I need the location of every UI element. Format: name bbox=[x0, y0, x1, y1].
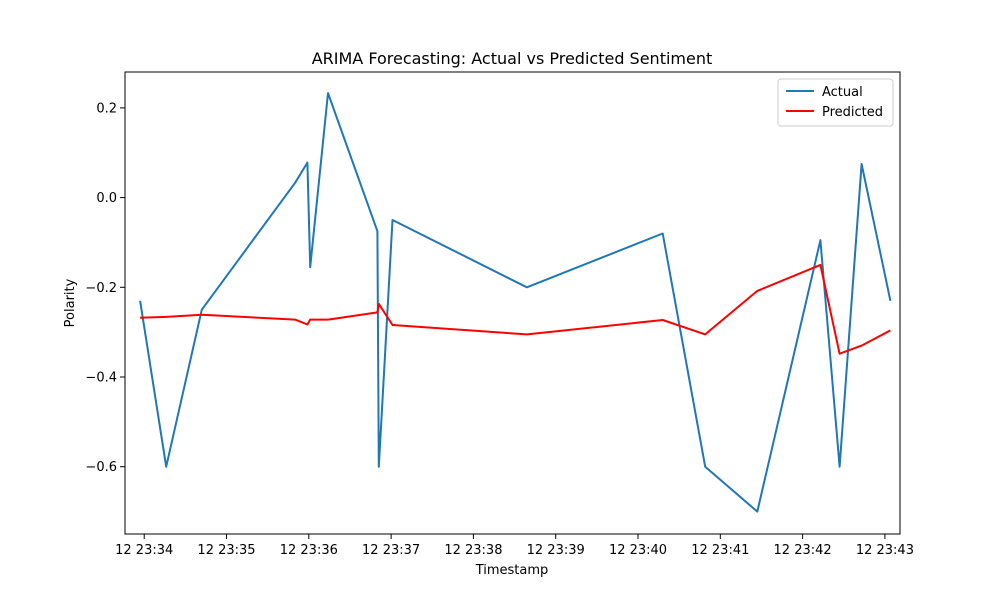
x-tick-label: 12 23:39 bbox=[527, 543, 585, 558]
y-tick-label: −0.4 bbox=[85, 371, 117, 386]
x-tick-label: 12 23:35 bbox=[197, 543, 255, 558]
x-tick-label: 12 23:41 bbox=[691, 543, 749, 558]
x-tick-label: 12 23:42 bbox=[774, 543, 832, 558]
series-line-predicted bbox=[140, 263, 891, 355]
x-tick-label: 12 23:43 bbox=[856, 543, 914, 558]
chart-title: ARIMA Forecasting: Actual vs Predicted S… bbox=[312, 49, 713, 68]
plot-frame bbox=[124, 71, 901, 535]
y-tick-label: −0.6 bbox=[85, 460, 117, 475]
legend-label-actual: Actual bbox=[822, 85, 863, 100]
x-tick-label: 12 23:40 bbox=[609, 543, 667, 558]
x-tick-label: 12 23:36 bbox=[280, 543, 338, 558]
legend: Actual Predicted bbox=[777, 78, 894, 127]
legend-label-predicted: Predicted bbox=[822, 105, 883, 120]
x-axis-title: Timestamp bbox=[475, 563, 549, 578]
y-tick-label: 0.0 bbox=[96, 191, 117, 206]
y-axis-title: Polarity bbox=[63, 278, 78, 327]
y-tick-label: 0.2 bbox=[96, 101, 117, 116]
y-axis: 0.2 0.0 −0.2 −0.4 −0.6 bbox=[85, 101, 125, 475]
y-tick-label: −0.2 bbox=[85, 281, 117, 296]
x-tick-label: 12 23:38 bbox=[444, 543, 502, 558]
series-line-actual bbox=[139, 92, 892, 513]
x-tick-label: 12 23:34 bbox=[115, 543, 173, 558]
series-layer bbox=[139, 92, 892, 513]
x-tick-label: 12 23:37 bbox=[362, 543, 420, 558]
x-axis: 12 23:34 12 23:35 12 23:36 12 23:37 12 23:38… bbox=[115, 534, 914, 558]
